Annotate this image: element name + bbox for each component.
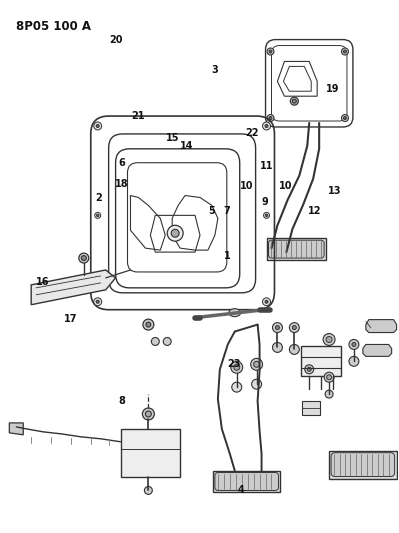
FancyBboxPatch shape [331,453,395,477]
Text: 8: 8 [119,397,126,407]
Polygon shape [9,423,23,435]
Circle shape [342,48,348,55]
Circle shape [167,225,183,241]
Circle shape [292,99,296,103]
Text: 7: 7 [224,206,231,216]
Circle shape [144,487,152,495]
Text: 6: 6 [119,158,126,168]
Text: 11: 11 [260,161,274,171]
Polygon shape [363,344,392,357]
Circle shape [352,343,356,346]
Text: 22: 22 [245,128,259,138]
Text: 4: 4 [238,486,245,495]
Circle shape [94,298,102,306]
Circle shape [232,382,242,392]
Text: 12: 12 [308,206,321,216]
Circle shape [323,334,335,345]
Circle shape [97,214,99,216]
Text: 23: 23 [227,359,241,369]
Circle shape [264,212,269,219]
Circle shape [273,343,282,352]
Text: 15: 15 [166,133,179,143]
Circle shape [289,322,299,333]
Circle shape [163,337,171,345]
Circle shape [344,117,346,119]
Circle shape [251,358,263,370]
Circle shape [267,48,274,55]
Circle shape [143,319,154,330]
Circle shape [263,122,271,130]
Bar [213,471,280,492]
FancyBboxPatch shape [269,240,324,258]
Circle shape [95,212,101,219]
Circle shape [324,372,334,382]
Circle shape [305,365,314,374]
Circle shape [231,361,243,373]
Bar [302,401,320,415]
Circle shape [273,322,282,333]
Circle shape [81,256,86,261]
Text: 5: 5 [208,206,215,216]
Circle shape [325,390,333,398]
Circle shape [171,229,179,237]
Circle shape [96,125,99,127]
Circle shape [267,115,274,122]
Circle shape [342,115,348,122]
Text: 1: 1 [224,251,231,261]
Circle shape [94,122,102,130]
Text: 2: 2 [95,193,102,203]
Text: 14: 14 [180,141,194,151]
Text: 17: 17 [64,314,77,325]
Text: 20: 20 [110,35,123,45]
Circle shape [145,411,151,417]
Circle shape [349,340,359,350]
Text: 21: 21 [131,111,145,120]
Circle shape [292,326,296,329]
Text: 9: 9 [261,197,268,207]
Bar [301,346,341,376]
Circle shape [263,298,271,306]
Circle shape [275,326,279,329]
Circle shape [151,337,159,345]
Circle shape [79,253,89,263]
Text: 18: 18 [115,180,129,189]
Circle shape [252,379,262,389]
Polygon shape [31,270,116,305]
FancyBboxPatch shape [215,473,279,490]
Text: 10: 10 [279,181,292,190]
Circle shape [269,50,272,53]
Circle shape [349,357,359,366]
Circle shape [289,344,299,354]
Text: 8P05 100 A: 8P05 100 A [16,20,91,33]
Circle shape [234,365,240,370]
Bar [329,451,397,479]
Text: 10: 10 [239,181,253,190]
Circle shape [265,300,268,303]
Ellipse shape [229,309,241,317]
Text: 3: 3 [211,64,218,75]
Circle shape [326,336,332,343]
Bar [120,429,180,477]
Circle shape [265,125,268,127]
Text: 19: 19 [326,84,339,94]
Polygon shape [366,320,397,333]
Circle shape [307,367,311,372]
Circle shape [344,50,346,53]
Text: 13: 13 [328,187,341,196]
Circle shape [290,97,298,105]
Circle shape [254,361,260,367]
Circle shape [327,375,332,379]
Bar [267,238,326,260]
Circle shape [142,408,154,420]
Circle shape [269,117,272,119]
Circle shape [96,300,99,303]
Circle shape [265,214,268,216]
Text: 16: 16 [36,277,50,287]
Circle shape [146,322,151,327]
